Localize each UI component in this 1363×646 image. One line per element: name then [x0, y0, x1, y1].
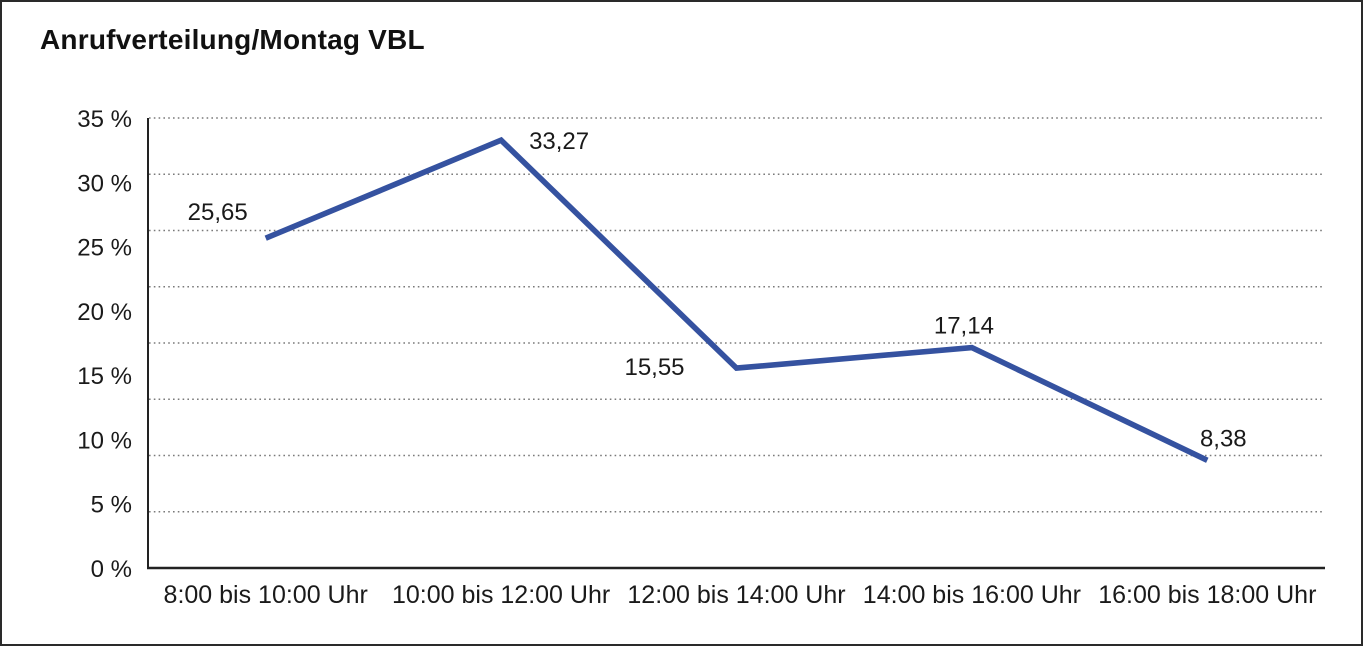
y-axis-label: 30 % — [77, 170, 132, 197]
x-axis-label: 14:00 bis 16:00 Uhr — [863, 581, 1081, 609]
y-axis-label: 25 % — [77, 235, 132, 262]
chart-title: Anrufverteilung/Montag VBL — [40, 24, 425, 55]
y-axis-label: 10 % — [77, 427, 132, 454]
y-axis-label: 5 % — [91, 492, 132, 519]
y-axis-label: 20 % — [77, 299, 132, 326]
y-axis-label: 0 % — [91, 556, 132, 583]
x-axis-label: 8:00 bis 10:00 Uhr — [164, 581, 368, 609]
data-point-label: 17,14 — [934, 313, 994, 340]
data-point-label: 25,65 — [188, 199, 248, 226]
y-axis-label: 15 % — [77, 363, 132, 390]
x-axis-label: 16:00 bis 18:00 Uhr — [1098, 581, 1316, 609]
x-axis-label: 12:00 bis 14:00 Uhr — [627, 581, 845, 609]
data-point-label: 15,55 — [624, 354, 684, 381]
x-axis-label: 10:00 bis 12:00 Uhr — [392, 581, 610, 609]
y-axis-label: 35 % — [77, 106, 132, 133]
data-point-label: 33,27 — [529, 128, 589, 155]
series-line — [264, 136, 1209, 463]
data-point-label: 8,38 — [1200, 425, 1247, 452]
